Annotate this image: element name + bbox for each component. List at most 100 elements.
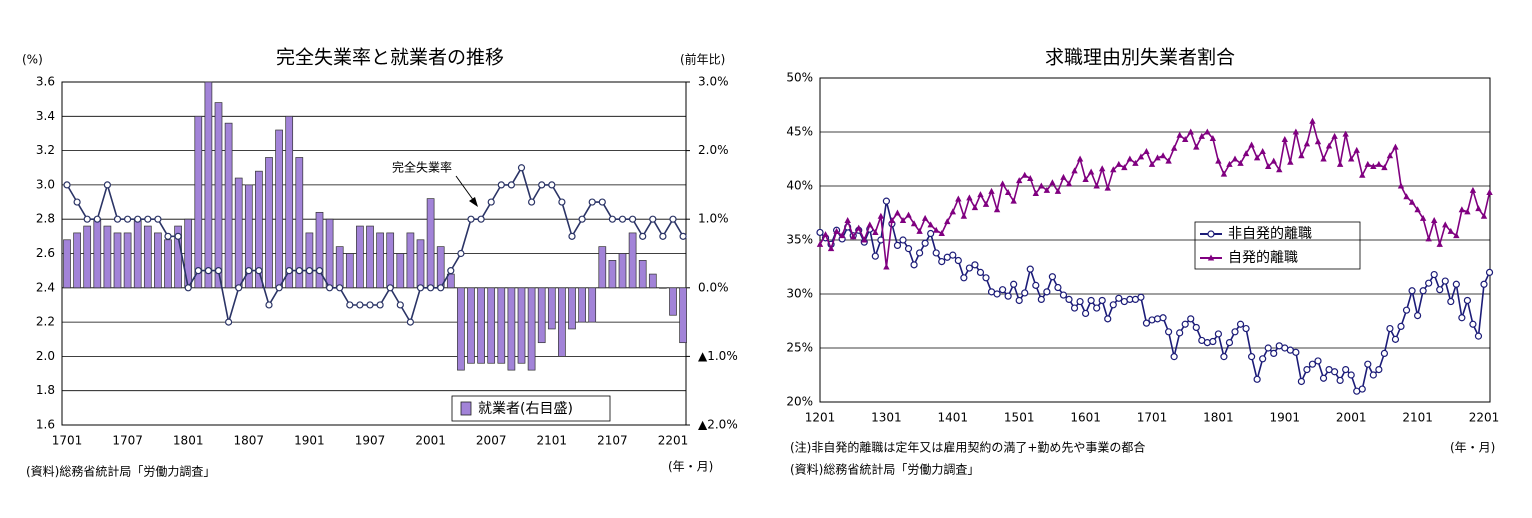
marker (1059, 291, 1068, 299)
marker (1220, 170, 1228, 177)
marker (1331, 132, 1338, 139)
x-unit: (年・月) (668, 460, 713, 474)
marker (376, 301, 384, 309)
marker (822, 231, 829, 238)
marker (669, 215, 677, 223)
bar (265, 157, 273, 289)
marker (1159, 152, 1167, 159)
bar (396, 253, 405, 289)
bar (113, 232, 122, 289)
marker (855, 224, 862, 231)
marker (1115, 294, 1123, 302)
marker (1419, 214, 1427, 221)
marker (910, 220, 918, 227)
marker (83, 215, 91, 223)
x-tick-label: 2101 (1402, 411, 1433, 425)
marker (1314, 357, 1322, 365)
y2-unit: (前年比) (680, 52, 725, 67)
y-tick-label: 3.0 (36, 177, 55, 191)
marker (1193, 143, 1200, 150)
marker (1253, 154, 1261, 161)
marker (225, 318, 233, 326)
marker (588, 198, 596, 206)
marker (255, 267, 263, 275)
bar (659, 287, 667, 289)
marker (1436, 286, 1444, 294)
marker (1104, 184, 1111, 191)
arrow-head (469, 197, 478, 207)
marker (1309, 117, 1316, 124)
bar (295, 157, 304, 289)
annotation: 完全失業率 (392, 160, 452, 175)
marker (1475, 205, 1482, 212)
marker (993, 290, 1001, 298)
bar (386, 232, 395, 289)
marker (164, 232, 172, 240)
marker (938, 258, 946, 266)
bar (325, 218, 334, 289)
marker (1032, 190, 1039, 197)
bar (63, 239, 71, 289)
y-tick-label: 3.4 (36, 109, 55, 123)
marker (154, 215, 162, 223)
y-tick-label: 45% (786, 125, 813, 139)
bar (568, 287, 576, 330)
marker (1419, 287, 1427, 295)
marker (1148, 160, 1156, 167)
marker (965, 264, 974, 272)
x-tick-label: 1707 (112, 434, 143, 448)
marker (1447, 297, 1455, 306)
marker (1214, 330, 1223, 338)
marker (1442, 221, 1449, 228)
bar (679, 287, 687, 344)
bar (376, 232, 384, 289)
marker (1463, 296, 1472, 305)
marker (598, 198, 606, 206)
marker (659, 232, 667, 240)
bar (517, 287, 526, 364)
marker (1093, 304, 1101, 312)
marker (1308, 360, 1317, 368)
x-tick-label: 2201 (658, 434, 689, 448)
marker (1176, 131, 1183, 138)
x-tick-label: 1701 (1137, 411, 1168, 425)
marker (1270, 157, 1277, 164)
marker (1137, 153, 1145, 160)
marker (305, 267, 313, 275)
marker (1010, 197, 1017, 204)
marker (1164, 328, 1173, 336)
marker (507, 181, 515, 189)
bar (457, 287, 465, 371)
marker (1403, 193, 1410, 200)
marker (1082, 176, 1089, 183)
marker (93, 215, 101, 223)
bar (638, 260, 647, 289)
marker (1087, 296, 1095, 305)
marker (1170, 144, 1178, 151)
x-tick-label: 2101 (537, 434, 568, 448)
x-tick-label: 1907 (355, 434, 386, 448)
marker (194, 267, 202, 275)
marker (1170, 353, 1178, 361)
marker (1231, 155, 1239, 162)
legend-label: 就業者(右目盛) (478, 401, 573, 417)
marker (1060, 173, 1067, 180)
marker (1032, 281, 1040, 289)
marker (905, 211, 912, 218)
marker (527, 198, 536, 206)
marker (1436, 240, 1443, 247)
marker (1458, 206, 1466, 213)
marker (1004, 188, 1012, 195)
y-tick-label: 30% (786, 287, 813, 301)
legend-swatch (460, 401, 472, 416)
marker (295, 267, 303, 275)
marker (1010, 280, 1018, 288)
marker (1220, 353, 1228, 361)
marker (1209, 134, 1217, 141)
marker (134, 215, 142, 223)
bar (467, 287, 475, 364)
marker (275, 284, 283, 292)
marker (174, 232, 182, 240)
y-tick-label: 35% (786, 233, 813, 247)
bar (315, 211, 324, 289)
